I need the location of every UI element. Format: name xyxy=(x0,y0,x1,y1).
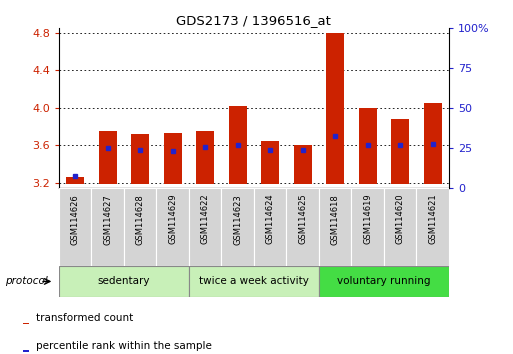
Bar xyxy=(164,133,182,184)
Text: GSM114627: GSM114627 xyxy=(103,194,112,245)
Bar xyxy=(91,188,124,266)
Text: GSM114620: GSM114620 xyxy=(396,194,405,245)
Text: GSM114623: GSM114623 xyxy=(233,194,242,245)
Text: GSM114628: GSM114628 xyxy=(136,194,145,245)
Text: GSM114622: GSM114622 xyxy=(201,194,210,245)
Text: GSM114625: GSM114625 xyxy=(298,194,307,245)
Bar xyxy=(294,145,311,184)
Text: GSM114624: GSM114624 xyxy=(266,194,274,245)
Bar xyxy=(229,106,247,184)
Text: GSM114621: GSM114621 xyxy=(428,194,437,245)
Bar xyxy=(23,350,29,352)
Text: sedentary: sedentary xyxy=(97,276,150,286)
Bar xyxy=(254,188,286,266)
Bar xyxy=(59,266,189,297)
Bar xyxy=(359,108,377,184)
Bar xyxy=(319,188,351,266)
Bar xyxy=(286,188,319,266)
Bar xyxy=(351,188,384,266)
Title: GDS2173 / 1396516_at: GDS2173 / 1396516_at xyxy=(176,14,331,27)
Bar xyxy=(391,119,409,184)
Text: transformed count: transformed count xyxy=(36,313,133,324)
Text: GSM114619: GSM114619 xyxy=(363,194,372,245)
Bar xyxy=(189,266,319,297)
Bar xyxy=(23,323,29,324)
Bar xyxy=(66,177,84,184)
Bar xyxy=(384,188,417,266)
Text: GSM114626: GSM114626 xyxy=(71,194,80,245)
Bar xyxy=(189,188,222,266)
Bar xyxy=(131,134,149,184)
Bar xyxy=(424,103,442,184)
Bar xyxy=(326,33,344,184)
Text: protocol: protocol xyxy=(5,276,48,286)
Bar xyxy=(261,141,279,184)
Bar xyxy=(156,188,189,266)
Bar xyxy=(124,188,156,266)
Bar xyxy=(319,266,449,297)
Bar xyxy=(417,188,449,266)
Bar xyxy=(59,188,91,266)
Text: percentile rank within the sample: percentile rank within the sample xyxy=(36,341,212,351)
Text: voluntary running: voluntary running xyxy=(337,276,430,286)
Text: GSM114618: GSM114618 xyxy=(331,194,340,245)
Text: twice a week activity: twice a week activity xyxy=(199,276,309,286)
Bar xyxy=(222,188,254,266)
Text: GSM114629: GSM114629 xyxy=(168,194,177,245)
Bar xyxy=(99,131,116,184)
Bar xyxy=(196,131,214,184)
